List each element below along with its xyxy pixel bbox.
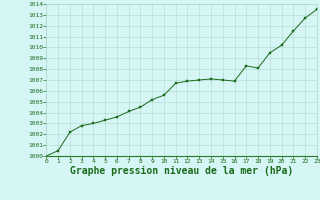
- X-axis label: Graphe pression niveau de la mer (hPa): Graphe pression niveau de la mer (hPa): [70, 166, 293, 176]
